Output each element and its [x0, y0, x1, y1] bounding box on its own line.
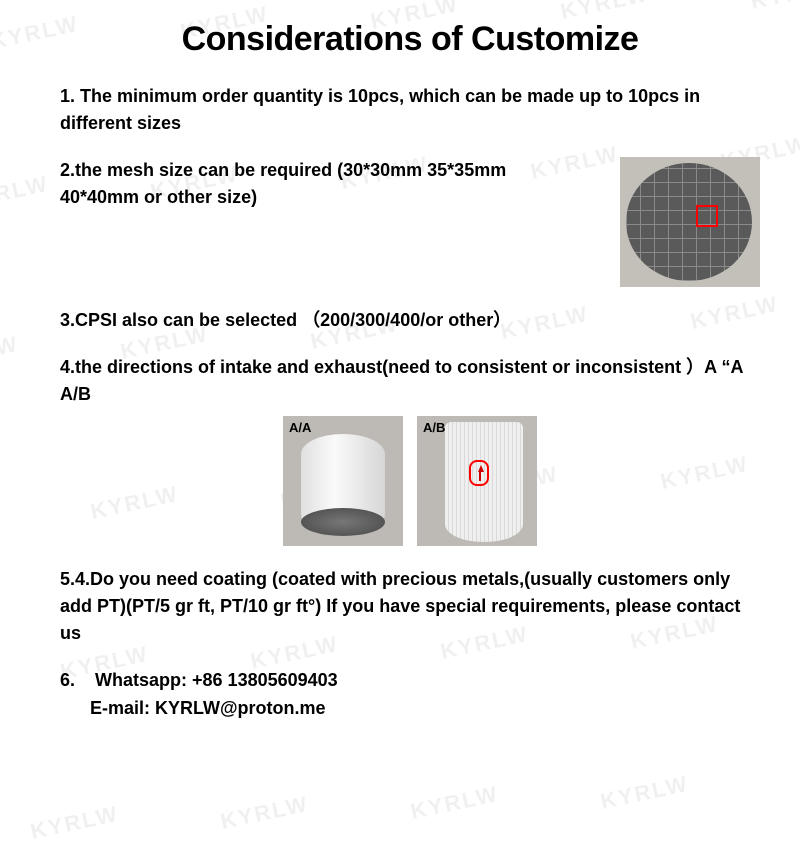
item-4: 4.the directions of intake and exhaust(n…: [60, 354, 760, 408]
direction-figures: A/A A/B: [60, 416, 760, 546]
item-3: 3.CPSI also can be selected （200/300/400…: [60, 307, 760, 334]
item-2: 2.the mesh size can be required (30*30mm…: [60, 157, 590, 211]
item-6-number: 6.: [60, 670, 75, 690]
mesh-figure: [620, 157, 760, 287]
item-1: 1. The minimum order quantity is 10pcs, …: [60, 83, 760, 137]
page-title: Considerations of Customize: [60, 20, 760, 59]
watermark: KYRLW: [218, 791, 311, 835]
figure-aa-label: A/A: [289, 420, 311, 435]
content-area: Considerations of Customize 1. The minim…: [0, 0, 800, 763]
figure-ab-label: A/B: [423, 420, 445, 435]
email-line: E-mail: KYRLW@proton.me: [90, 698, 326, 718]
mesh-disc: [626, 163, 752, 281]
item-5: 5.4.Do you need coating (coated with pre…: [60, 566, 760, 647]
watermark: KYRLW: [28, 801, 121, 845]
whatsapp-line: Whatsapp: +86 13805609403: [95, 670, 338, 690]
cylinder-aa: [301, 434, 385, 534]
watermark: KYRLW: [598, 771, 691, 815]
mesh-highlight-box: [696, 205, 718, 227]
watermark: KYRLW: [408, 781, 501, 825]
item-6: 6. Whatsapp: +86 13805609403 E-mail: KYR…: [60, 667, 760, 723]
item-2-row: 2.the mesh size can be required (30*30mm…: [60, 157, 760, 287]
arrow-highlight: [469, 460, 489, 486]
figure-aa: A/A: [283, 416, 403, 546]
figure-ab: A/B: [417, 416, 537, 546]
